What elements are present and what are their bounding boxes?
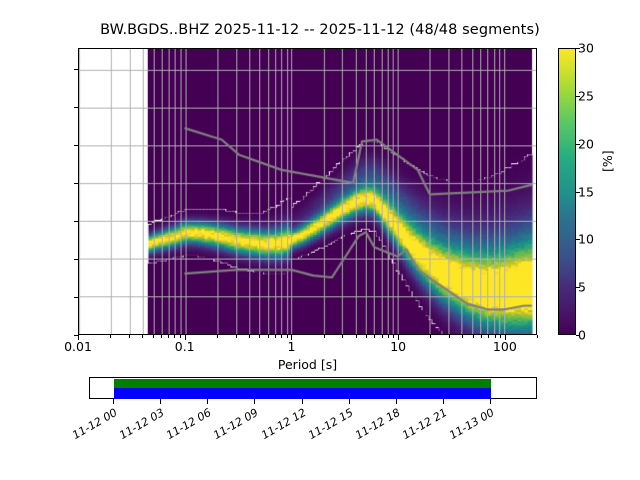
timeline-tick-mark bbox=[301, 399, 303, 404]
x-minor-tick-mark bbox=[142, 335, 144, 338]
timeline-tick-mark bbox=[254, 399, 256, 404]
y-tick-mark bbox=[73, 68, 78, 70]
x-minor-tick-mark bbox=[168, 335, 170, 338]
x-minor-tick-mark bbox=[472, 335, 474, 338]
x-minor-tick-mark bbox=[259, 335, 261, 338]
timeline-tick-mark bbox=[490, 399, 491, 404]
colorbar-tick-label: 10 bbox=[578, 231, 594, 247]
colorbar-tick-label: 30 bbox=[578, 40, 594, 56]
timeline-tick-mark bbox=[395, 399, 397, 404]
x-minor-tick-mark bbox=[235, 335, 237, 338]
x-tick-mark bbox=[291, 335, 293, 340]
colorbar-tick-mark bbox=[576, 48, 580, 49]
x-minor-tick-mark bbox=[161, 335, 163, 338]
colorbar-tick-mark bbox=[576, 191, 580, 193]
colorbar-tick-mark bbox=[576, 287, 580, 289]
x-tick-label: 0.01 bbox=[64, 339, 92, 354]
timeline-tick-mark bbox=[207, 399, 209, 404]
x-axis-label: Period [s] bbox=[277, 357, 338, 372]
y-tick-mark bbox=[73, 144, 78, 146]
colorbar-tick-mark bbox=[576, 95, 580, 97]
x-minor-tick-mark bbox=[374, 335, 376, 338]
timeline-tick-label: 11-12 18 bbox=[352, 406, 403, 442]
colorbar-tick-label: 25 bbox=[578, 88, 594, 104]
y-tick-mark bbox=[73, 220, 78, 222]
timeline-tick-mark bbox=[348, 399, 350, 404]
colorbar-label: [%] bbox=[600, 150, 615, 172]
timeline-tick-mark bbox=[160, 399, 162, 404]
colorbar-tick-label: 5 bbox=[578, 279, 586, 295]
data-coverage-bar[interactable] bbox=[89, 377, 537, 399]
x-minor-tick-mark bbox=[537, 335, 538, 338]
x-minor-tick-mark bbox=[462, 335, 464, 338]
timeline-tick-label: 11-12 00 bbox=[70, 406, 120, 442]
x-minor-tick-mark bbox=[248, 335, 250, 338]
x-minor-tick-mark bbox=[355, 335, 357, 338]
x-minor-tick-mark bbox=[381, 335, 383, 338]
x-minor-tick-mark bbox=[430, 335, 432, 338]
x-tick-mark bbox=[78, 335, 79, 340]
x-minor-tick-mark bbox=[387, 335, 389, 338]
x-tick-mark bbox=[504, 335, 506, 340]
timeline-tick-label: 11-12 21 bbox=[400, 406, 450, 442]
x-minor-tick-mark bbox=[366, 335, 368, 338]
y-tick-mark bbox=[73, 296, 78, 298]
colorbar-tick-label: 15 bbox=[578, 184, 594, 199]
x-minor-tick-mark bbox=[494, 335, 496, 338]
x-tick-label: 100 bbox=[492, 339, 517, 354]
page-title: BW.BGDS..BHZ 2025-11-12 -- 2025-11-12 (4… bbox=[100, 22, 540, 38]
timeline-tick-label: 11-12 03 bbox=[117, 406, 167, 442]
x-tick-label: 1 bbox=[287, 339, 296, 354]
colorbar bbox=[558, 48, 576, 335]
x-tick-label: 10 bbox=[390, 339, 407, 354]
y-tick-mark bbox=[73, 258, 78, 260]
x-minor-tick-mark bbox=[110, 335, 112, 338]
timeline-tick-label: 11-12 12 bbox=[258, 406, 308, 442]
timeline-tick-label: 11-12 06 bbox=[164, 406, 214, 442]
coverage-segment-green bbox=[114, 379, 491, 388]
x-minor-tick-mark bbox=[267, 335, 269, 338]
x-tick-mark bbox=[184, 335, 186, 340]
colorbar-tick-mark bbox=[576, 239, 580, 241]
x-minor-tick-mark bbox=[323, 335, 325, 338]
x-minor-tick-mark bbox=[274, 335, 276, 338]
x-tick-label: 0.1 bbox=[174, 339, 195, 354]
colorbar-tick-mark bbox=[576, 335, 580, 336]
y-tick-mark bbox=[73, 106, 78, 108]
x-minor-tick-mark bbox=[393, 335, 395, 338]
x-minor-tick-mark bbox=[128, 335, 130, 338]
x-minor-tick-mark bbox=[152, 335, 154, 338]
timeline-tick-label: 11-12 09 bbox=[211, 406, 261, 442]
x-minor-tick-mark bbox=[488, 335, 490, 338]
x-minor-tick-mark bbox=[481, 335, 483, 338]
y-tick-mark bbox=[73, 335, 78, 336]
x-minor-tick-mark bbox=[174, 335, 176, 338]
timeline-tick-mark bbox=[113, 399, 114, 404]
x-minor-tick-mark bbox=[179, 335, 181, 338]
x-tick-mark bbox=[398, 335, 400, 340]
x-minor-tick-mark bbox=[216, 335, 218, 338]
x-minor-tick-mark bbox=[499, 335, 501, 338]
x-minor-tick-mark bbox=[342, 335, 344, 338]
timeline-tick-label: 11-12 15 bbox=[305, 406, 356, 442]
ppsd-heatmap bbox=[79, 49, 536, 334]
coverage-segment-blue bbox=[114, 388, 491, 399]
timeline-tick-label: 11-13 00 bbox=[447, 406, 497, 442]
colorbar-tick-mark bbox=[576, 143, 580, 145]
x-minor-tick-mark bbox=[449, 335, 451, 338]
colorbar-tick-label: 0 bbox=[578, 327, 586, 343]
x-minor-tick-mark bbox=[281, 335, 283, 338]
x-minor-tick-mark bbox=[286, 335, 288, 338]
ppsd-plot-area[interactable] bbox=[78, 48, 537, 335]
y-tick-mark bbox=[73, 182, 78, 184]
timeline-tick-mark bbox=[442, 399, 444, 404]
colorbar-tick-label: 20 bbox=[578, 136, 594, 152]
